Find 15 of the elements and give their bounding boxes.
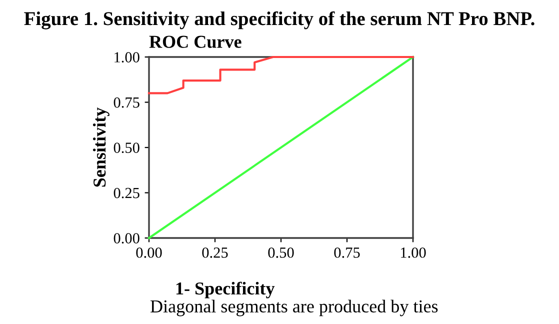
y-tick-label: 0.50 [114, 142, 140, 154]
x-tick-label: 0.25 [202, 247, 228, 258]
y-axis-title: Sensitivity [92, 108, 110, 187]
y-tick-label: 0.25 [114, 188, 140, 198]
x-tick-label: 0.50 [268, 247, 294, 258]
y-tick-label: 0.00 [114, 233, 140, 244]
x-tick-label: 0.75 [334, 247, 360, 258]
x-tick-label: 0.00 [136, 247, 162, 258]
x-axis-title: 1- Specificity [176, 282, 275, 298]
chart-subtitle: ROC Curve [149, 36, 242, 48]
text: Diagonal segments are produced by ties [150, 300, 438, 316]
y-tick-label: 0.75 [114, 97, 140, 108]
y-tick-label: 1.00 [114, 52, 140, 63]
x-tick-label: 1.00 [400, 247, 426, 258]
chart-title: Figure 1. Sensitivity and specificity of the serum NT Pro BNP. [24, 11, 534, 30]
